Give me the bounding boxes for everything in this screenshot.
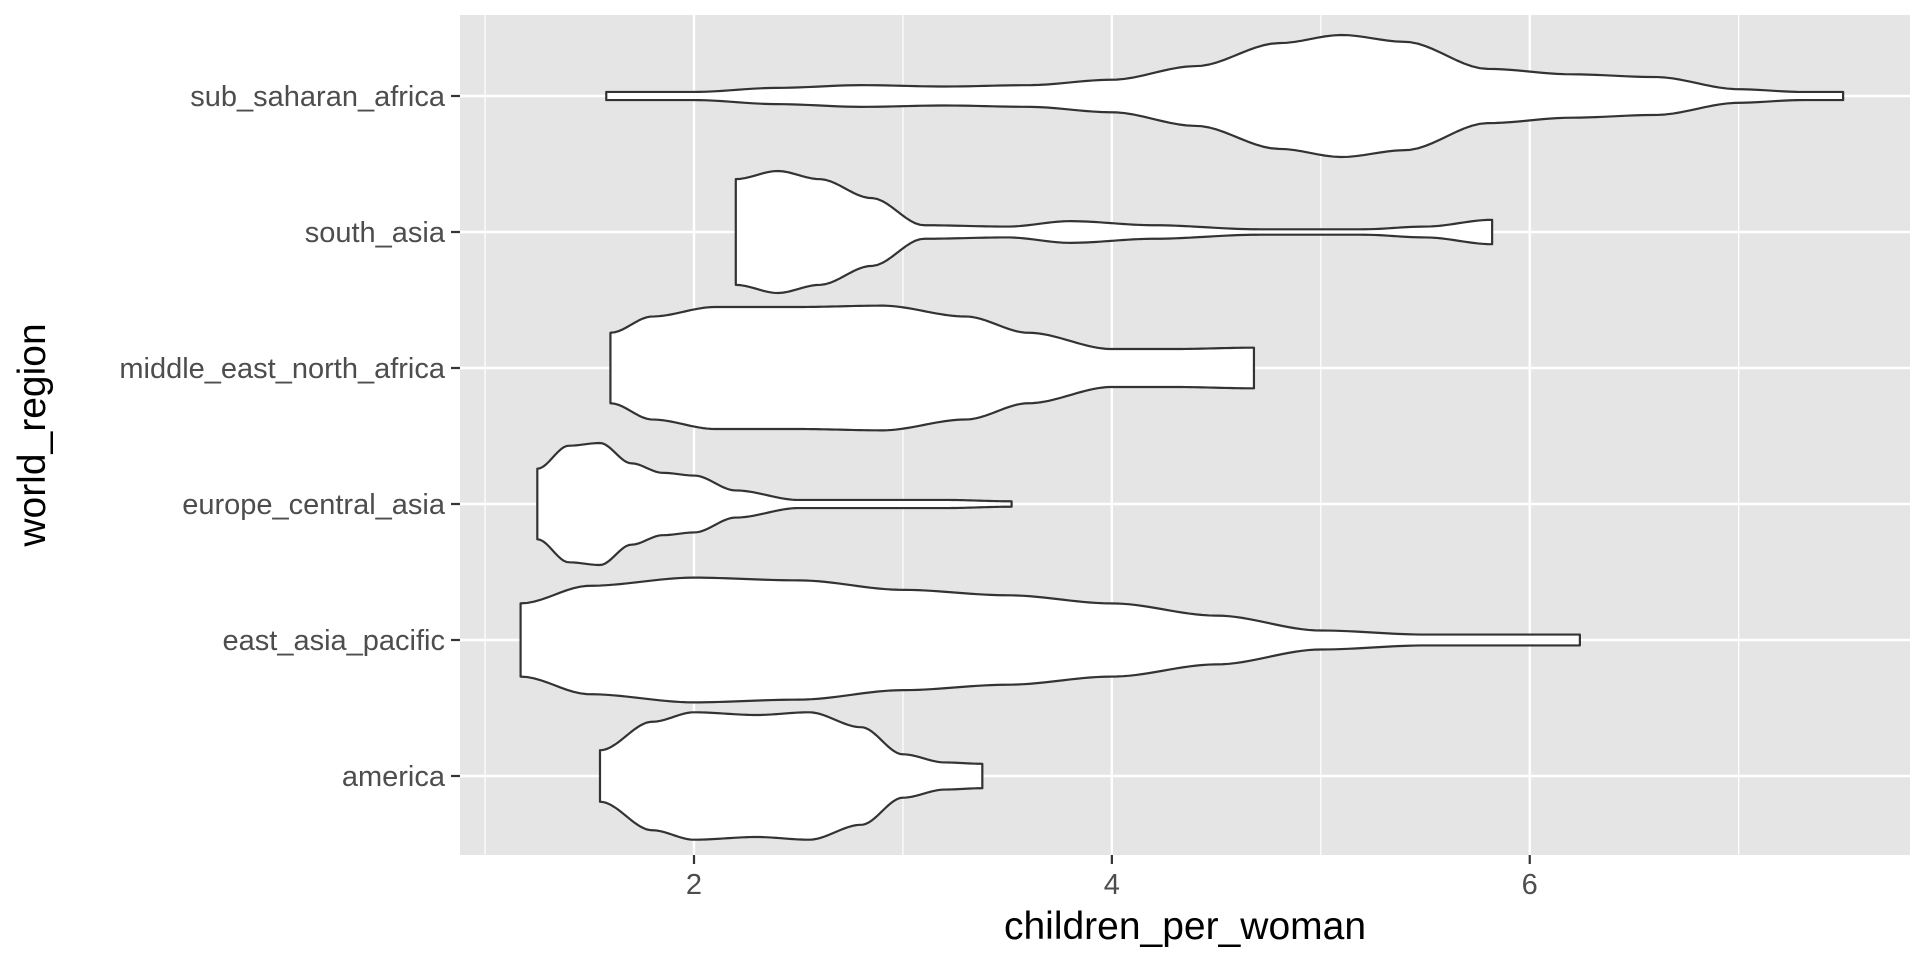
- y-axis-title: world_region: [11, 323, 54, 547]
- y-tick-label: america: [342, 761, 446, 793]
- violin-sub-saharan-africa: [605, 33, 1845, 159]
- y-tick-label: europe_central_asia: [182, 489, 446, 521]
- y-tick-label: east_asia_pacific: [223, 625, 445, 657]
- y-axis: america east_asia_pacific europe_central_a…: [119, 81, 460, 793]
- violin-america: [598, 711, 984, 841]
- violins-layer: [519, 33, 1845, 841]
- x-axis: 2 4 6: [686, 855, 1538, 901]
- violin-middle-east-north-africa: [609, 304, 1256, 432]
- violin-south-asia: [734, 169, 1494, 295]
- y-tick-label: south_asia: [305, 217, 446, 249]
- violin-europe-central-asia: [536, 441, 1013, 567]
- y-tick-label: middle_east_north_africa: [119, 353, 446, 385]
- violin-east-asia-pacific: [519, 576, 1581, 704]
- x-axis-title: children_per_woman: [1004, 905, 1366, 948]
- x-tick-label: 4: [1104, 869, 1120, 901]
- x-tick-label: 2: [686, 869, 702, 901]
- x-tick-label: 6: [1522, 869, 1538, 901]
- y-tick-label: sub_saharan_africa: [190, 81, 446, 113]
